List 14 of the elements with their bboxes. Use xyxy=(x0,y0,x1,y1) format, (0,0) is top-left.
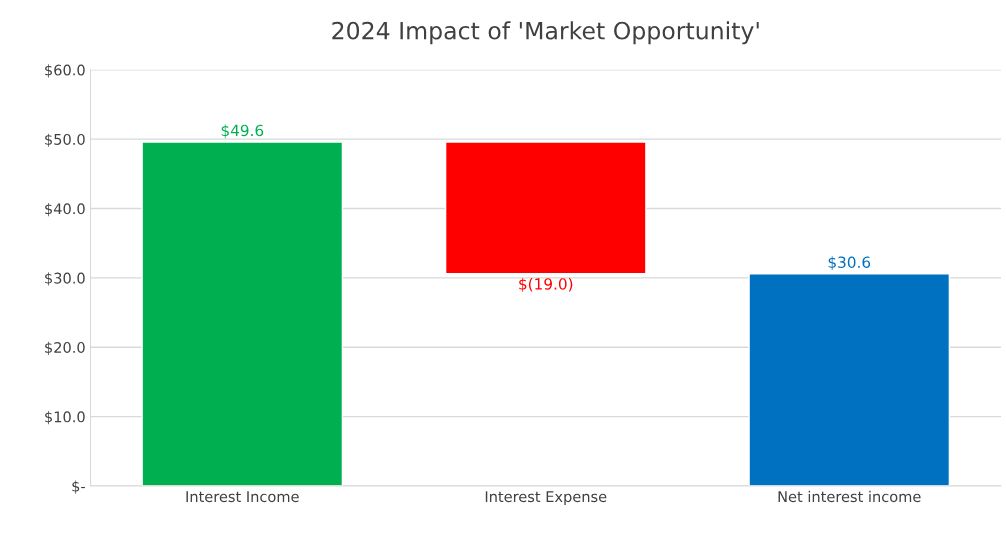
y-tick-label: $50.0 xyxy=(45,133,85,147)
x-tick-label: Net interest income xyxy=(778,490,921,503)
x-tick-label: Interest Income xyxy=(186,491,299,503)
y-tick-label: $40.0 xyxy=(45,202,85,217)
y-tick-label: $20.0 xyxy=(45,341,85,355)
data-label: $30.6 xyxy=(828,256,871,271)
y-tick-label: $60.0 xyxy=(45,64,85,78)
data-label: $(19.0) xyxy=(519,277,573,292)
data-label: $49.6 xyxy=(221,124,264,139)
x-tick-label: Interest Expense xyxy=(485,491,607,505)
chart-title: 2024 Impact of 'Market Opportunity' xyxy=(332,21,759,45)
y-tick-label: $10.0 xyxy=(45,411,85,425)
y-tick-label: $30.0 xyxy=(45,272,85,286)
y-tick-label: $- xyxy=(72,480,85,494)
